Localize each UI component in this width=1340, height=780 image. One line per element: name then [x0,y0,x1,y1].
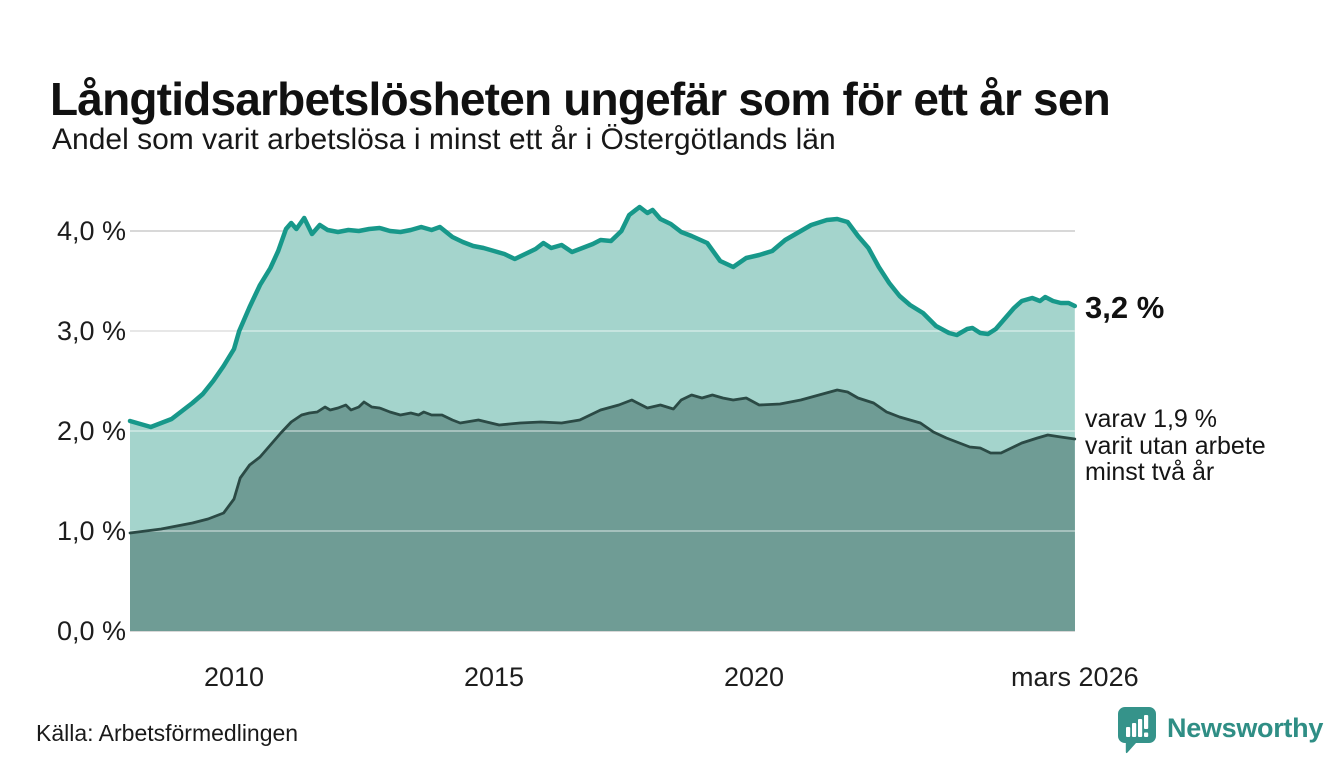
line-unemployed-1yr [127,204,1078,430]
newsworthy-logo-icon [1118,707,1156,754]
newsworthy-logo-text: Newsworthy [1167,713,1324,743]
area-unemployed-2yr [130,390,1075,631]
y-axis-tick-label: 4,0 % [56,216,126,246]
x-axis-tick-label: mars 2026 [1011,662,1139,692]
page-subtitle: Andel som varit arbetslösa i minst ett å… [52,123,836,156]
line-unemployed-2yr [128,388,1077,535]
x-axis-tick-label: 2010 [203,662,265,692]
y-axis-tick-label: 3,0 % [56,316,126,346]
source-attribution: Källa: Arbetsförmedlingen [36,720,299,746]
x-axis-tick-label: 2020 [723,662,785,692]
y-axis-tick-label: 1,0 % [56,516,126,546]
secondary-value-annotation: varav 1,9 % varit utan arbete minst två … [1085,405,1266,486]
latest-value-annotation: 3,2 % [1085,290,1165,325]
newsworthy-logo: Newsworthy [1117,706,1323,754]
y-axis-tick-label: 2,0 % [56,416,126,446]
x-axis-tick-label: 2015 [463,662,525,692]
page-title: Långtidsarbetslösheten ungefär som för e… [50,72,1111,125]
y-axis-tick-label: 0,0 % [56,616,126,646]
